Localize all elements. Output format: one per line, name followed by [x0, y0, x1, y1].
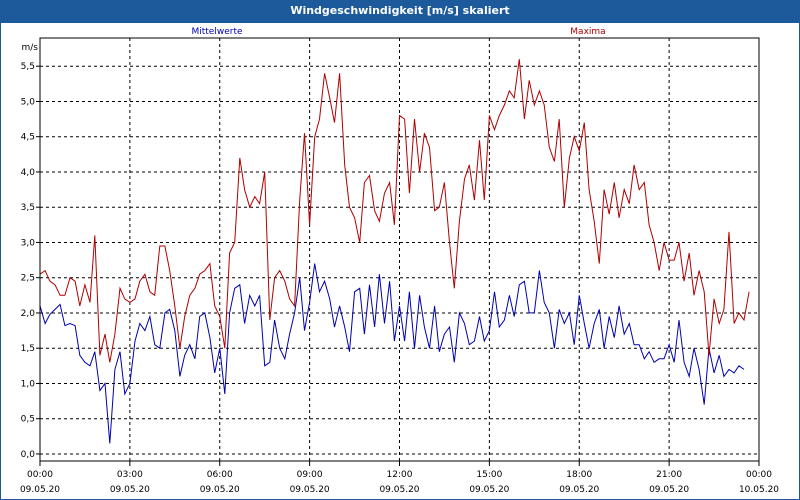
- x-tick-date: 09.05.20: [559, 485, 599, 495]
- x-tick-date: 09.05.20: [290, 485, 330, 495]
- x-tick-date: 09.05.20: [200, 485, 240, 495]
- grid: [40, 38, 759, 461]
- window-title: Windgeschwindigkeit [m/s] skaliert: [1, 1, 799, 23]
- x-tick-time: 21:00: [656, 470, 682, 480]
- x-tick-date: 09.05.20: [469, 485, 509, 495]
- x-tick-time: 15:00: [476, 470, 502, 480]
- y-tick-label: 4,5: [21, 133, 35, 143]
- y-tick-label: 1,0: [21, 379, 36, 389]
- y-tick-label: 5,0: [21, 97, 36, 107]
- y-tick-label: 5,5: [21, 62, 35, 72]
- series-line-maxima: [39, 59, 750, 363]
- y-tick-label: 3,5: [21, 203, 35, 213]
- x-tick-time: 12:00: [387, 470, 413, 480]
- legend-mittelwerte: Mittelwerte: [191, 27, 242, 37]
- axis-ticks: 0,0 0,5 1,0 1,5 2,0 2,5 3,0 3,5 4,0 4,5 5,0 5,5 00:0…: [20, 62, 779, 495]
- x-tick-time: 09:00: [297, 470, 323, 480]
- x-tick-date: 10.05.20: [739, 485, 779, 495]
- y-tick-label: 2,0: [21, 309, 36, 319]
- x-tick-time: 18:00: [566, 470, 592, 480]
- y-tick-label: 0,5: [21, 415, 35, 425]
- series-lines: [39, 59, 750, 444]
- x-tick-time: 06:00: [207, 470, 233, 480]
- y-tick-label: 3,0: [21, 238, 36, 248]
- x-tick-date: 09.05.20: [649, 485, 689, 495]
- y-tick-label: 4,0: [21, 168, 36, 178]
- plot-border: [39, 37, 760, 462]
- x-tick-time: 03:00: [117, 470, 143, 480]
- x-tick-time: 00:00: [746, 470, 772, 480]
- x-tick-date: 09.05.20: [110, 485, 150, 495]
- x-tick-time: 00:00: [27, 470, 53, 480]
- x-tick-date: 09.05.20: [20, 485, 60, 495]
- series-line-mittelwerte: [39, 263, 745, 444]
- y-tick-label: 0,0: [21, 450, 36, 460]
- legend-maxima: Maxima: [570, 27, 605, 37]
- y-axis-label: m/s: [22, 43, 39, 53]
- x-tick-date: 09.05.20: [379, 485, 419, 495]
- y-tick-label: 2,5: [21, 274, 35, 284]
- y-tick-label: 1,5: [21, 344, 35, 354]
